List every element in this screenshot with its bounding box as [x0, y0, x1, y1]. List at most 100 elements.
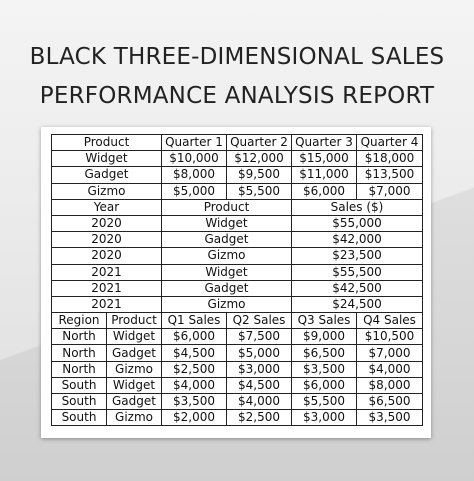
table-cell: $2,500 — [161, 360, 227, 378]
table-cell: $4,500 — [161, 344, 227, 362]
table-cell: $3,000 — [291, 409, 357, 427]
table-cell: $8,000 — [356, 376, 423, 395]
region-row: North Gizmo $2,500 $3,000 $3,500 $4,000 — [51, 360, 423, 378]
table-cell: $7,500 — [226, 328, 292, 346]
table-cell: North — [51, 360, 107, 378]
table-cell: Product — [106, 312, 162, 330]
table-cell: Gadget — [161, 231, 292, 249]
year-row: 2021 Gadget $42,500 — [51, 279, 423, 297]
table-cell: $10,500 — [356, 328, 423, 346]
table-cell: $3,500 — [356, 409, 423, 427]
year-row: 2020 Widget $55,000 — [51, 214, 423, 233]
table-cell: $13,500 — [356, 166, 423, 184]
table-cell: $18,000 — [356, 150, 423, 168]
table-cell: $4,500 — [226, 376, 292, 395]
table-cell: Widget — [106, 328, 162, 346]
region-row: North Gadget $4,500 $5,000 $6,500 $7,000 — [51, 344, 423, 362]
table-cell: $9,500 — [226, 166, 292, 184]
table-cell: $6,500 — [356, 392, 423, 411]
table-cell: Quarter 2 — [226, 133, 292, 152]
table-cell: Gizmo — [106, 409, 162, 427]
table-cell: $8,000 — [161, 166, 227, 184]
table-cell: 2021 — [51, 295, 162, 314]
table-cell: Region — [51, 312, 107, 330]
table-cell: 2020 — [51, 214, 162, 233]
table-cell: $5,500 — [291, 392, 357, 411]
table-cell: Product — [161, 198, 292, 216]
table-cell: Quarter 1 — [161, 133, 227, 152]
table-cell: 2020 — [51, 231, 162, 249]
table-cell: 2020 — [51, 247, 162, 265]
table-cell: $4,000 — [161, 376, 227, 395]
table-cell: South — [51, 376, 107, 395]
table-cell: South — [51, 392, 107, 411]
table-cell: $42,000 — [291, 231, 423, 249]
spreadsheet-sheet: Product Quarter 1 Quarter 2 Quarter 3 Quarte… — [41, 127, 431, 438]
table-cell: $23,500 — [291, 247, 423, 265]
region-row: South Gizmo $2,000 $2,500 $3,000 $3,500 — [51, 409, 423, 427]
table-cell: $7,000 — [356, 182, 423, 200]
region-row: North Widget $6,000 $7,500 $9,000 $10,500 — [51, 328, 423, 346]
table-cell: Quarter 4 — [356, 133, 423, 152]
table-cell: Widget — [161, 263, 292, 281]
table-cell: $3,000 — [226, 360, 292, 378]
table-cell: Q4 Sales — [356, 312, 423, 330]
year-row: 2021 Widget $55,500 — [51, 263, 423, 281]
year-row: 2021 Gizmo $24,500 — [51, 295, 423, 314]
table-cell: Q2 Sales — [226, 312, 292, 330]
table-cell: $3,500 — [161, 392, 227, 411]
table-cell: Gadget — [106, 344, 162, 362]
table-cell: Sales ($) — [291, 198, 423, 216]
table-cell: Gadget — [161, 279, 292, 297]
table-cell: $5,500 — [226, 182, 292, 200]
region-header-row: Region Product Q1 Sales Q2 Sales Q3 Sales Q4 … — [51, 312, 423, 330]
region-row: South Gadget $3,500 $4,000 $5,500 $6,500 — [51, 392, 423, 411]
table-cell: Gadget — [51, 166, 162, 184]
table-cell: Year — [51, 198, 162, 216]
table-cell: 2021 — [51, 279, 162, 297]
table-cell: Gadget — [106, 392, 162, 411]
quarter-row: Widget $10,000 $12,000 $15,000 $18,000 — [51, 150, 423, 168]
table-cell: Gizmo — [161, 247, 292, 265]
table-cell: $6,500 — [291, 344, 357, 362]
table-cell: Gizmo — [51, 182, 162, 200]
table-cell: Widget — [51, 150, 162, 168]
table-cell: North — [51, 344, 107, 362]
region-row: South Widget $4,000 $4,500 $6,000 $8,000 — [51, 376, 423, 395]
report-title-line-2: PERFORMANCE ANALYSIS REPORT — [39, 83, 435, 109]
year-row: 2020 Gadget $42,000 — [51, 231, 423, 249]
table-cell: $6,000 — [291, 182, 357, 200]
table-cell: $2,000 — [161, 409, 227, 427]
table-cell: $5,000 — [226, 344, 292, 362]
year-header-row: Year Product Sales ($) — [51, 198, 423, 216]
table-cell: $24,500 — [291, 295, 423, 314]
table-cell: $9,000 — [291, 328, 357, 346]
table-cell: $3,500 — [291, 360, 357, 378]
table-cell: $5,000 — [161, 182, 227, 200]
quarter-header-row: Product Quarter 1 Quarter 2 Quarter 3 Quarte… — [51, 133, 423, 152]
table-cell: $6,000 — [161, 328, 227, 346]
table-cell: North — [51, 328, 107, 346]
table-cell: $4,000 — [226, 392, 292, 411]
table-cell: Widget — [106, 376, 162, 395]
table-cell: $12,000 — [226, 150, 292, 168]
table-cell: Quarter 3 — [291, 133, 357, 152]
table-cell: $11,000 — [291, 166, 357, 184]
table-cell: Widget — [161, 214, 292, 233]
table-cell: Q1 Sales — [161, 312, 227, 330]
table-cell: $7,000 — [356, 344, 423, 362]
table-cell: $4,000 — [356, 360, 423, 378]
table-cell: Gizmo — [161, 295, 292, 314]
table-cell: $15,000 — [291, 150, 357, 168]
table-cell: $55,500 — [291, 263, 423, 281]
table-cell: Q3 Sales — [291, 312, 357, 330]
table-cell: $55,000 — [291, 214, 423, 233]
sales-table: Product Quarter 1 Quarter 2 Quarter 3 Quarte… — [51, 133, 423, 427]
report-title-line-1: BLACK THREE-DIMENSIONAL SALES — [29, 44, 445, 70]
table-cell: Gizmo — [106, 360, 162, 378]
table-cell: $6,000 — [291, 376, 357, 395]
quarter-row: Gizmo $5,000 $5,500 $6,000 $7,000 — [51, 182, 423, 200]
table-cell: Product — [51, 133, 162, 152]
table-cell: 2021 — [51, 263, 162, 281]
quarter-row: Gadget $8,000 $9,500 $11,000 $13,500 — [51, 166, 423, 184]
